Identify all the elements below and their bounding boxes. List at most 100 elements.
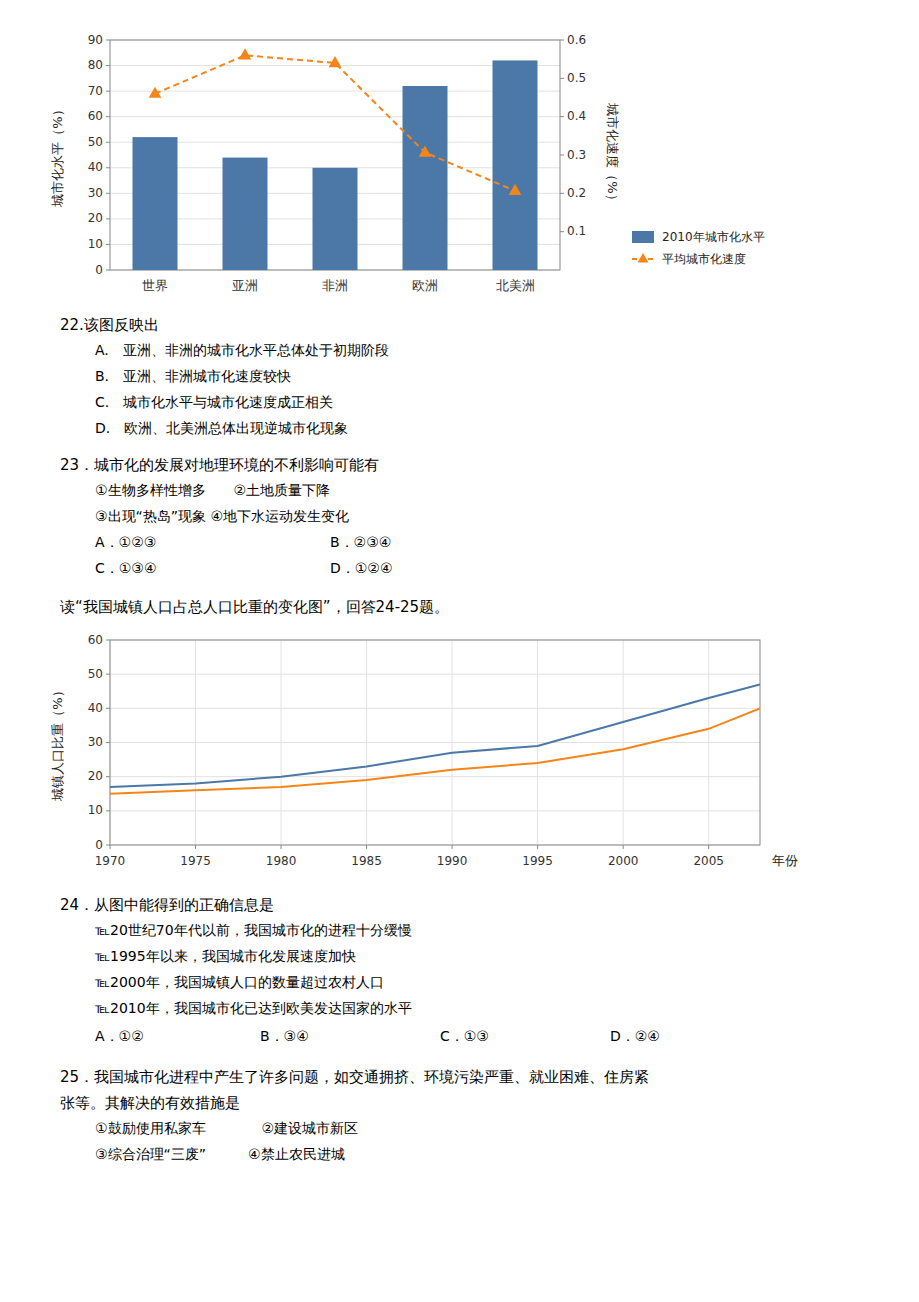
tick-label: 非洲 (322, 278, 348, 293)
page: 01020304050607080900.10.20.30.40.50.6世界亚… (0, 0, 919, 1302)
tick-label: 60 (88, 109, 103, 123)
tick-label: 0.6 (567, 33, 586, 47)
legend-swatch (638, 253, 649, 263)
marker (149, 87, 162, 98)
annotation: A．①② (95, 1028, 144, 1044)
legend: 2010年城市化水平平均城市化速度 (632, 230, 765, 266)
annotation: 24．从图中能得到的正确信息是 (60, 896, 274, 914)
annotation: A．①②③ (95, 534, 156, 550)
grid-line (195, 640, 196, 845)
bar (403, 86, 448, 270)
annotation: ①鼓励使用私家车 ②建设城市新区 (95, 1120, 358, 1136)
legend-label: 平均城市化速度 (662, 252, 746, 266)
annotation: 23．城市化的发展对地理环境的不利影响可能有 (60, 456, 379, 474)
tick-label: 40 (88, 160, 103, 174)
bar (223, 158, 268, 270)
tick-mark (106, 845, 110, 846)
annotation: D．①②④ (330, 560, 392, 576)
tick-label: 亚洲 (232, 278, 258, 293)
tick-mark (281, 845, 282, 849)
tick-mark (106, 742, 110, 743)
tick-mark (106, 193, 110, 194)
annotations: 22.该图反映出 A. 亚洲、非洲的城市化水平总体处于初期阶段 B. 亚洲、非洲城市… (60, 316, 392, 577)
plot-frame (110, 40, 560, 270)
grid-line (281, 640, 282, 845)
tick-mark (623, 845, 624, 849)
axis-label: 年份 (772, 853, 798, 868)
annotation: C．①③ (440, 1028, 489, 1044)
tick-label: 60 (88, 633, 103, 647)
line (110, 708, 760, 793)
tick-mark (560, 116, 564, 117)
tick-mark (106, 116, 110, 117)
annotation: C. 城市化水平与城市化速度成正相关 (95, 394, 333, 410)
bar (493, 60, 538, 270)
tick-label: 0 (95, 263, 103, 277)
tick-mark (106, 708, 110, 709)
annotation: ℡1995年以来，我国城市化发展速度加快 (94, 948, 356, 964)
tick-mark (560, 231, 564, 232)
axis-label: 城市化水平（%） (50, 103, 65, 207)
tick-mark (106, 65, 110, 66)
grid-line (452, 640, 453, 845)
grid-line (110, 708, 760, 709)
tick-label: 20 (88, 211, 103, 225)
grid-line (110, 742, 760, 743)
marker (329, 56, 342, 67)
grid-line (110, 776, 760, 777)
tick-label: 50 (88, 135, 103, 149)
annotation: ℡2000年，我国城镇人口的数量超过农村人口 (94, 974, 384, 990)
tick-label: 欧洲 (412, 278, 438, 293)
marker (419, 145, 432, 156)
annotation: C．①③④ (95, 560, 156, 576)
tick-label: 2005 (693, 854, 724, 868)
tick-mark (106, 244, 110, 245)
tick-mark (195, 845, 196, 849)
tick-label: 50 (88, 667, 103, 681)
grid-line (366, 640, 367, 845)
annotation: 22.该图反映出 (60, 316, 159, 334)
tick-label: 10 (88, 803, 103, 817)
tick-label: 20 (88, 769, 103, 783)
grid-line (623, 640, 624, 845)
tick-mark (106, 142, 110, 143)
tick-mark (110, 845, 111, 849)
axis-label: 城市化速度（%） (605, 102, 620, 206)
tick-label: 0 (95, 838, 103, 852)
legend-swatch (632, 231, 654, 243)
chart: 01020304050607080900.10.20.30.40.50.6世界亚… (50, 33, 765, 294)
bar (133, 137, 178, 270)
tick-label: 2000 (608, 854, 639, 868)
tick-mark (106, 674, 110, 675)
grid-line (708, 640, 709, 845)
tick-label: 30 (88, 735, 103, 749)
plot-frame (110, 640, 760, 845)
annotation: B. 亚洲、非洲城市化速度较快 (95, 368, 291, 384)
tick-mark (106, 270, 110, 271)
tick-mark (106, 40, 110, 41)
tick-label: 70 (88, 84, 103, 98)
annotation: ③出现“热岛”现象 ④地下水运动发生变化 (95, 508, 349, 524)
annotation: ③综合治理“三废” ④禁止农民进城 (95, 1146, 345, 1162)
line (155, 55, 515, 190)
legend-label: 2010年城市化水平 (662, 230, 765, 244)
annotation: ①生物多样性增多 ②土地质量下降 (95, 482, 330, 498)
annotation: D．②④ (610, 1028, 660, 1044)
tick-mark (537, 845, 538, 849)
tick-mark (366, 845, 367, 849)
plot-area (133, 48, 538, 270)
tick-label: 世界 (142, 278, 168, 293)
tick-label: 0.3 (567, 148, 586, 162)
tick-label: 1975 (180, 854, 211, 868)
tick-label: 0.2 (567, 186, 586, 200)
annotation: ℡20世纪70年代以前，我国城市化的进程十分缓慢 (94, 922, 412, 938)
tick-label: 0.5 (567, 71, 586, 85)
tick-mark (708, 845, 709, 849)
tick-label: 1980 (266, 854, 297, 868)
annotation: A. 亚洲、非洲的城市化水平总体处于初期阶段 (95, 342, 389, 358)
tick-label: 1985 (351, 854, 382, 868)
tick-label: 北美洲 (496, 278, 535, 293)
chart: 0102030405060197019751980198519901995200… (50, 633, 798, 869)
tick-label: 10 (88, 237, 103, 251)
tick-mark (560, 40, 564, 41)
